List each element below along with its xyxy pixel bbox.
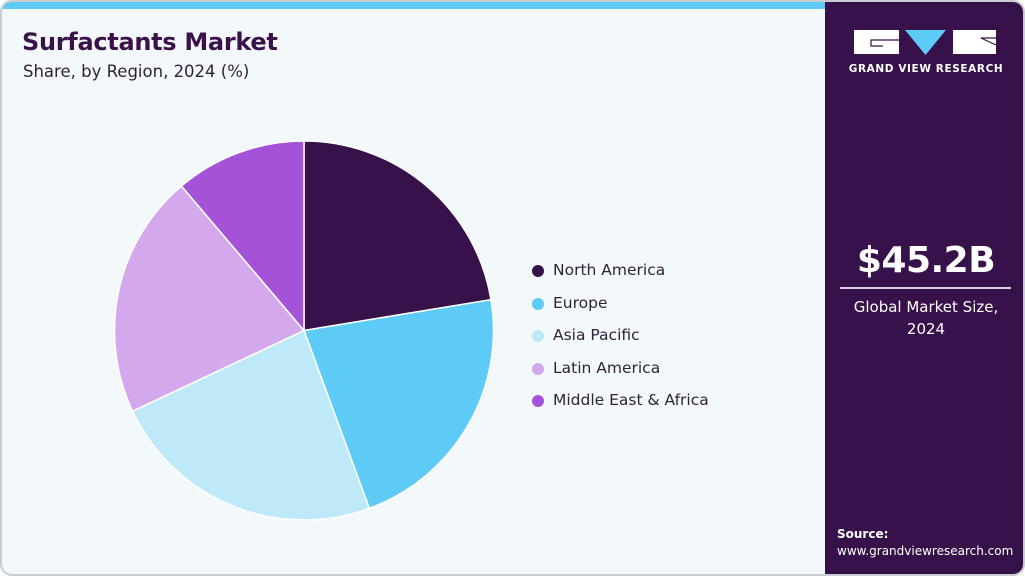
legend-item-latin-america: Latin America: [532, 352, 709, 385]
legend-swatch-icon: [532, 265, 544, 278]
legend-label: Middle East & Africa: [553, 391, 709, 410]
legend-swatch-icon: [532, 395, 544, 408]
source-label: Source:: [837, 527, 889, 541]
pie-slice-europe: [303, 298, 495, 510]
legend-label: Europe: [553, 293, 608, 312]
pie-slice-north-america: [303, 140, 492, 332]
legend-item-asia-pacific: Asia Pacific: [532, 319, 709, 352]
pie-slice-latin-america: [113, 185, 305, 412]
pie-slice-asia-pacific: [131, 329, 371, 521]
legend-item-middle-east-africa: Middle East & Africa: [532, 384, 709, 417]
accent-bar: [2, 2, 825, 9]
chart-legend: North America Europe Asia Pacific Latin …: [532, 254, 709, 417]
market-size-value: $45.2B: [856, 240, 996, 281]
source-link[interactable]: www.grandviewresearch.com: [837, 544, 1014, 558]
kpi-divider: [840, 287, 1011, 289]
market-size-label-line1: Global Market Size,: [853, 298, 999, 316]
market-size-label-line2: 2024: [906, 320, 946, 338]
legend-item-europe: Europe: [532, 287, 709, 320]
sidebar-panel: GRAND VIEW RESEARCH $45.2B Global Market…: [825, 2, 1023, 574]
brand-name: GRAND VIEW RESEARCH: [848, 63, 1004, 75]
legend-swatch-icon: [532, 297, 544, 310]
legend-swatch-icon: [532, 362, 544, 375]
legend-label: Latin America: [553, 358, 661, 377]
legend-label: North America: [553, 261, 666, 280]
gvr-logo-icon: [854, 30, 997, 55]
pie-slice-middle-east-africa: [180, 140, 305, 332]
chart-title: Surfactants Market: [22, 28, 278, 56]
legend-label: Asia Pacific: [553, 326, 640, 345]
legend-swatch-icon: [532, 330, 544, 343]
market-size-label: Global Market Size, 2024: [825, 296, 1023, 340]
chart-subtitle: Share, by Region, 2024 (%): [23, 62, 250, 81]
legend-item-north-america: North America: [532, 254, 709, 287]
pie-chart: [113, 140, 495, 521]
